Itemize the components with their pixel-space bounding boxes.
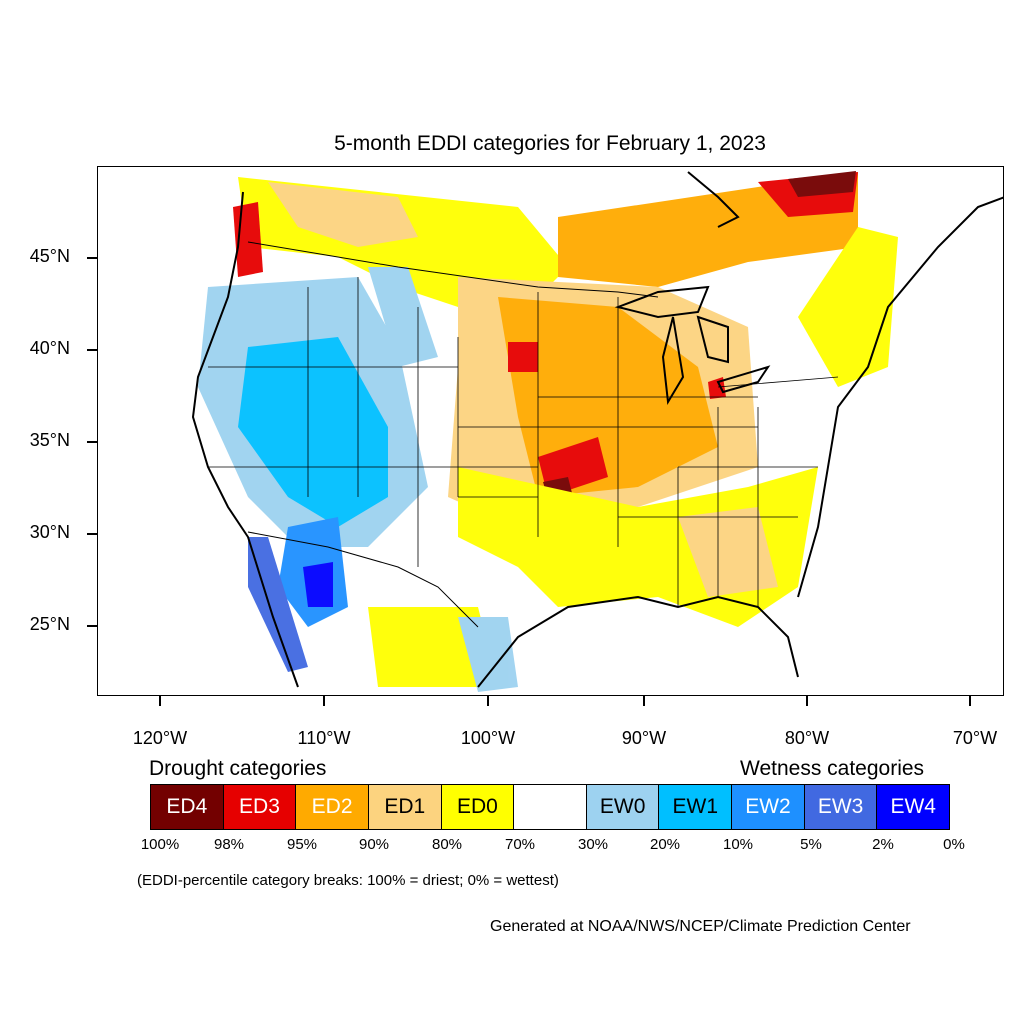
hudson-bay-coast (687, 171, 740, 228)
legend-ed0: ED0 (441, 785, 515, 829)
northeast-ed4-patch (788, 171, 856, 197)
east-coast (797, 196, 1003, 598)
source-credit: Generated at NOAA/NWS/NCEP/Climate Predi… (490, 918, 911, 935)
lake-huron (696, 315, 729, 364)
lon-label-120: 120°W (132, 728, 188, 748)
west-ew1-region (238, 337, 388, 527)
legend-ew1: EW1 (659, 785, 733, 829)
lat-tick-35 (87, 441, 97, 443)
break-label: 100% (140, 836, 180, 853)
midwest-ed3-patch (708, 377, 726, 399)
break-label: 95% (286, 836, 318, 853)
lat-tick-45 (87, 257, 97, 259)
break-label: 5% (800, 836, 822, 853)
break-label: 98% (213, 836, 245, 853)
montana-ew0 (368, 267, 438, 367)
lat-label-30: 30°N (29, 522, 70, 542)
lat-tick-30 (87, 533, 97, 535)
legend-ew0: EW0 (586, 785, 660, 829)
legend-neutral (514, 785, 587, 829)
lon-tick-110 (323, 696, 325, 706)
lat-label-25: 25°N (29, 614, 70, 634)
lon-label-70: 70°W (952, 728, 998, 748)
lon-label-80: 80°W (784, 728, 830, 748)
state-line-1 (307, 277, 759, 607)
wetness-categories-heading: Wetness categories (740, 757, 925, 780)
break-label: 70% (504, 836, 536, 853)
break-label: 90% (358, 836, 390, 853)
break-label: 10% (722, 836, 754, 853)
ne-yellow (798, 227, 898, 387)
drought-categories-heading: Drought categories (149, 757, 327, 780)
break-label: 20% (649, 836, 681, 853)
map-panel (97, 166, 1004, 696)
nw-ed1-region (268, 182, 418, 247)
lat-label-45: 45°N (29, 246, 70, 266)
category-legend: ED4 ED3 ED2 ED1 ED0 EW0 EW1 EW2 EW3 EW4 (150, 784, 950, 830)
legend-ew2: EW2 (732, 785, 805, 829)
lake-michigan (661, 316, 685, 406)
southeast-ed1-patch (678, 507, 778, 597)
legend-ew3: EW3 (804, 785, 878, 829)
lat-label-35: 35°N (29, 430, 70, 450)
legend-ed3: ED3 (223, 785, 297, 829)
state-line-2 (208, 366, 839, 518)
lon-tick-120 (159, 696, 161, 706)
lon-label-100: 100°W (460, 728, 516, 748)
lake-superior (614, 285, 710, 319)
south-texas-ew0 (458, 617, 518, 692)
break-label: 80% (431, 836, 463, 853)
legend-ed1: ED1 (368, 785, 442, 829)
break-label: 2% (872, 836, 894, 853)
us-west-coast (191, 191, 299, 688)
lake-erie (716, 365, 771, 394)
baja-ew3-region (248, 537, 308, 672)
lon-tick-70 (969, 696, 971, 706)
coastlines-and-borders (191, 171, 1003, 688)
lon-tick-80 (806, 696, 808, 706)
eddi-map (191, 171, 1003, 692)
us-canada-border (247, 241, 659, 298)
plains-ed3-patch-1 (508, 342, 538, 372)
legend-ew4: EW4 (877, 785, 950, 829)
category-shading (198, 171, 898, 692)
legend-ed4: ED4 (151, 785, 224, 829)
lon-label-110: 110°W (297, 728, 351, 748)
map-title: 5-month EDDI categories for February 1, … (334, 132, 766, 155)
lon-tick-100 (487, 696, 489, 706)
break-label: 0% (943, 836, 965, 853)
nw-ed3-patch (233, 202, 263, 277)
lat-tick-40 (87, 349, 97, 351)
lon-label-90: 90°W (621, 728, 667, 748)
lat-tick-25 (87, 625, 97, 627)
mexico-border (247, 531, 479, 628)
southwest-ew4-patch (303, 562, 333, 607)
category-breaks-note: (EDDI-percentile category breaks: 100% =… (137, 872, 559, 889)
legend-ed2: ED2 (296, 785, 369, 829)
break-label: 30% (577, 836, 609, 853)
lon-tick-90 (643, 696, 645, 706)
lat-label-40: 40°N (29, 338, 70, 358)
